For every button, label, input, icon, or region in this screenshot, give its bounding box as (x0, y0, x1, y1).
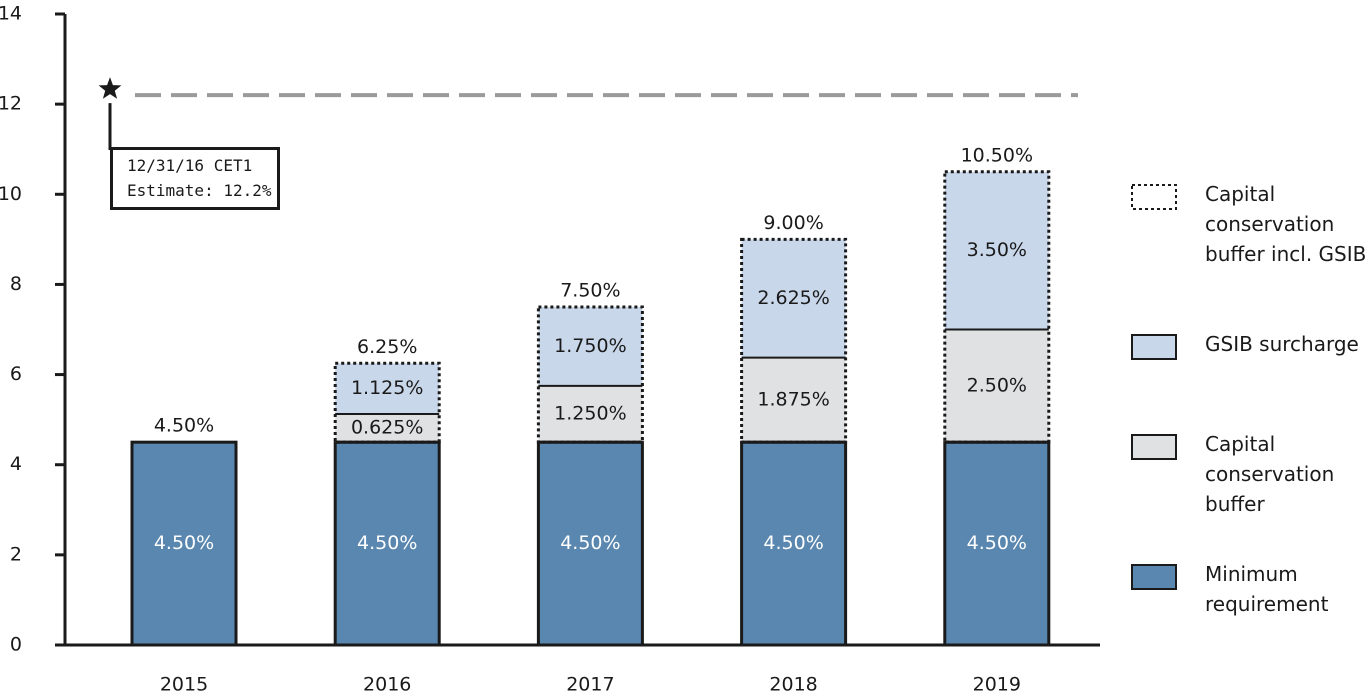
value-label: 1.750% (554, 335, 626, 357)
total-label: 9.00% (763, 212, 823, 234)
total-label: 7.50% (560, 279, 620, 301)
legend-label: Capital conservation buffer incl. GSIB (1205, 182, 1367, 266)
outline-box (740, 237, 848, 444)
bar-segment (130, 440, 238, 647)
legend-swatch (1131, 564, 1177, 590)
legend-label: Minimum requirement (1205, 562, 1329, 616)
total-label: 4.50% (154, 415, 214, 437)
legend-swatch (1131, 184, 1177, 210)
total-label: 6.25% (357, 336, 417, 358)
x-tick-label: 2019 (973, 674, 1021, 696)
legend-swatch (1131, 434, 1177, 460)
bar-segment (740, 440, 848, 647)
value-label: 3.50% (967, 239, 1027, 261)
value-label: 4.50% (357, 532, 417, 554)
y-tick-label: 6 (10, 363, 22, 385)
bar-segment (333, 440, 441, 647)
x-tick-label: 2018 (769, 674, 817, 696)
annotation-line: 12/31/16 CET1 (127, 156, 253, 175)
total-label: 10.50% (961, 144, 1033, 166)
y-tick-label: 0 (10, 634, 22, 656)
y-tick-label: 8 (10, 273, 22, 295)
bar-segment (538, 306, 643, 386)
annotation-line: Estimate: 12.2% (127, 181, 272, 200)
bar-segment (944, 329, 1049, 443)
x-tick-label: 2016 (363, 674, 411, 696)
value-label: 2.625% (757, 287, 829, 309)
annotation: 12/31/16 CET1 Estimate: 12.2% (110, 147, 280, 210)
value-label: 1.250% (554, 403, 626, 425)
bar-segment (335, 414, 440, 443)
y-tick-label: 2 (10, 543, 22, 565)
outline-box (536, 305, 644, 444)
value-label: 4.50% (967, 532, 1027, 554)
y-tick-label: 12 (0, 93, 22, 115)
x-tick-label: 2015 (160, 674, 208, 696)
legend-label: GSIB surcharge (1205, 332, 1359, 356)
y-tick-label: 10 (0, 183, 22, 205)
y-tick-label: 14 (0, 3, 22, 25)
bar-segment (536, 440, 644, 647)
value-label: 2.50% (967, 374, 1027, 396)
x-tick-label: 2017 (566, 674, 614, 696)
legend-swatch (1131, 334, 1177, 360)
y-tick-label: 4 (10, 453, 22, 475)
bar-segment (741, 239, 846, 358)
star-marker (98, 77, 122, 99)
value-label: 1.125% (351, 377, 423, 399)
bar-segment (538, 385, 643, 443)
bar-segment (943, 440, 1051, 647)
value-label: 1.875% (757, 388, 829, 410)
legend-label: Capital conservation buffer (1205, 432, 1335, 516)
value-label: 4.50% (154, 532, 214, 554)
value-label: 0.625% (351, 417, 423, 439)
bar-segment (944, 171, 1049, 330)
value-label: 4.50% (763, 532, 823, 554)
bar-segment (335, 363, 440, 415)
bar-segment (741, 357, 846, 443)
value-label: 4.50% (560, 532, 620, 554)
